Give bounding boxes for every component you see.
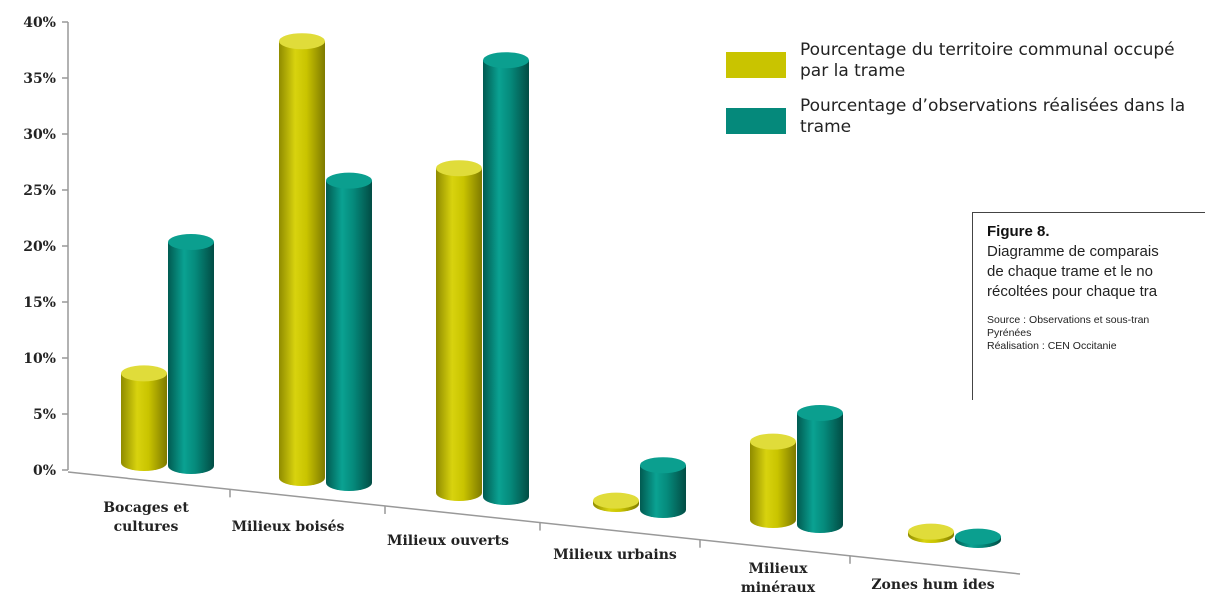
legend-label-observations-line2: trame [800,117,852,137]
bar-territory-0 [121,365,167,471]
y-tick-label: 25% [23,183,56,199]
x-category-label: Bocages et [103,500,189,516]
x-axis-line [67,471,1021,575]
y-tick-label: 40% [23,15,56,31]
bar-observations-0 [168,234,214,474]
bar-body [168,242,214,474]
legend-label-territory-line1: Pourcentage du territoire communal occup… [800,40,1175,60]
bar-body [326,180,372,491]
bar-top [436,160,482,177]
bar-top [640,457,686,474]
x-category-label: Milieux urbains [553,547,677,563]
caption-line-3: récoltées pour chaque tra [987,283,1158,300]
y-tick-label: 10% [23,351,56,367]
bar-top [326,172,372,189]
caption-title: Figure 8. [987,223,1050,240]
bar-body [279,41,325,486]
y-tick-label: 20% [23,239,56,255]
bar-top [121,365,167,382]
bar-observations-5 [955,528,1001,548]
bar-top [593,492,639,509]
bar-top [908,523,954,540]
bar-top [168,234,214,250]
bar-top [483,52,529,69]
x-category-label: Milieux [749,561,809,577]
bar-body [436,168,482,501]
caption-text: Diagramme de comparais de chaque trame e… [987,242,1205,302]
y-tick-label: 0% [33,463,56,479]
legend-label-observations: Pourcentage d’observations réalisées dan… [800,96,1185,138]
bar-body [797,413,843,533]
bar-territory-3 [593,492,639,512]
x-category-label: Milieux boisés [232,519,345,535]
x-category-label: Milieux ouverts [387,533,509,549]
bar-top [279,33,325,50]
bar-observations-4 [797,405,843,533]
bar-top [750,433,796,450]
y-tick-label: 5% [33,407,56,423]
x-category-label: Zones hum ides [871,577,994,593]
y-tick-label: 35% [23,71,56,87]
legend-item-territory: Pourcentage du territoire communal occup… [726,40,1205,82]
bar-body [640,465,686,518]
bar-observations-2 [483,52,529,505]
bar-body [483,60,529,505]
legend-label-territory: Pourcentage du territoire communal occup… [800,40,1175,82]
bar-territory-4 [750,433,796,528]
bar-territory-5 [908,523,954,543]
caption-source: Source : Observations et sous-tran Pyrén… [987,314,1205,353]
caption-source-line-2: Pyrénées [987,327,1032,339]
bar-body [750,441,796,528]
bar-body [121,373,167,471]
caption-line-2: de chaque trame et le no [987,263,1153,280]
legend-item-observations: Pourcentage d’observations réalisées dan… [726,96,1205,138]
caption-line-1: Diagramme de comparais [987,243,1159,260]
legend-swatch-yellow [726,52,786,78]
y-tick-label: 15% [23,295,56,311]
bars [121,33,1001,548]
legend-label-observations-line1: Pourcentage d’observations réalisées dan… [800,96,1186,116]
legend-label-territory-line2: par la trame [800,61,906,81]
bar-territory-1 [279,33,325,486]
legend: Pourcentage du territoire communal occup… [726,40,1205,152]
legend-swatch-teal [726,108,786,134]
y-tick-label: 30% [23,127,56,143]
x-category-label-line2: cultures [114,519,179,535]
bar-territory-2 [436,160,482,501]
labels: 0% 5% 10% 15% 20% 25% 30% 35% 40% Bocages et cultu… [23,15,995,594]
caption-source-line-1: Source : Observations et sous-tran [987,314,1150,326]
x-category-label-line2: minéraux [741,580,816,594]
bar-observations-3 [640,457,686,518]
bar-top [955,528,1001,545]
bar-observations-1 [326,172,372,491]
axes [62,21,1021,575]
bar-top [797,405,843,421]
caption-source-line-3: Réalisation : CEN Occitanie [987,340,1117,352]
figure-caption: Figure 8. Diagramme de comparais de chaq… [972,212,1205,400]
